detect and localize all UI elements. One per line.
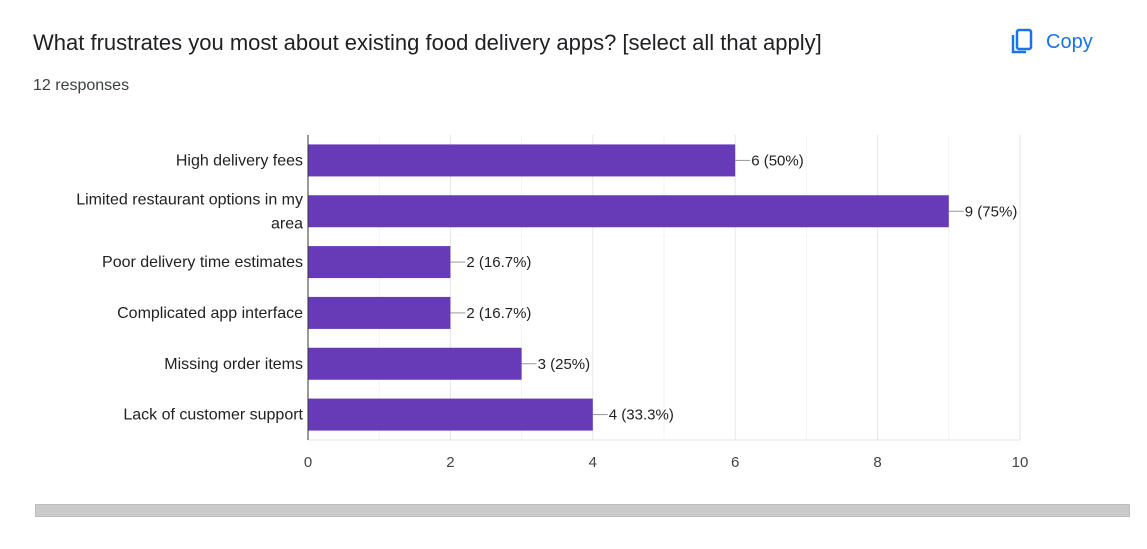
category-label: Complicated app interface [117, 305, 303, 322]
x-tick-label: 4 [589, 454, 597, 471]
data-label: 4 (33.3%) [609, 407, 674, 424]
category-label: Lack of customer support [123, 407, 303, 424]
data-label: 3 (25%) [538, 356, 591, 373]
copy-icon [1011, 28, 1033, 54]
x-tick-label: 6 [731, 454, 739, 471]
x-tick-label: 0 [304, 454, 312, 471]
bar-chart: 0 2 4 6 8 10 6 (50%) High delivery fees 9 (75%) L… [76, 135, 1029, 471]
category-label: Poor delivery time estimates [102, 254, 303, 271]
data-label: 2 (16.7%) [466, 254, 531, 271]
copy-button[interactable]: Copy [1010, 28, 1093, 56]
copy-label: Copy [1046, 30, 1093, 53]
data-label: 2 (16.7%) [466, 305, 531, 322]
bar [308, 246, 451, 279]
response-count: 12 responses [33, 77, 130, 94]
category-label: Missing order items [164, 356, 303, 373]
bar [308, 144, 736, 177]
category-label: High delivery fees [176, 152, 303, 169]
question-title: What frustrates you most about existing … [33, 30, 822, 55]
bar [308, 347, 522, 380]
bar [308, 195, 949, 228]
data-label: 9 (75%) [965, 203, 1018, 220]
x-tick-label: 8 [873, 454, 881, 471]
category-label: area [271, 215, 303, 232]
bar [308, 296, 451, 329]
bar [308, 398, 593, 431]
x-tick-label: 2 [446, 454, 454, 471]
category-label: Limited restaurant options in my [76, 191, 303, 208]
horizontal-scrollbar[interactable] [35, 504, 1130, 517]
x-tick-label: 10 [1012, 454, 1029, 471]
data-label: 6 (50%) [751, 152, 804, 169]
